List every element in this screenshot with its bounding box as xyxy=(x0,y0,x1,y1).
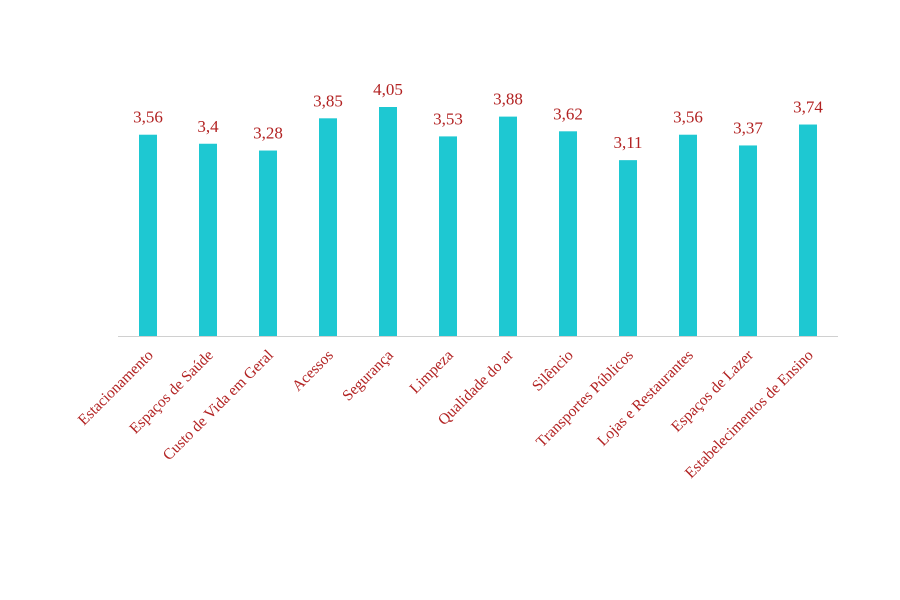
bars-group xyxy=(139,107,817,336)
data-label: 3,85 xyxy=(313,91,343,110)
bar xyxy=(319,118,337,336)
data-label: 3,62 xyxy=(553,104,583,123)
x-tick-label: Estabelecimentos de Ensino xyxy=(682,347,817,482)
data-label: 3,88 xyxy=(493,90,523,109)
x-tick-label: Custo de Vida em Geral xyxy=(160,347,277,464)
data-label: 3,74 xyxy=(793,98,823,117)
bar xyxy=(799,124,817,336)
bar xyxy=(619,160,637,336)
bar xyxy=(199,143,217,336)
x-tick-label: Acessos xyxy=(289,347,337,395)
bar xyxy=(739,145,757,336)
bar xyxy=(499,116,517,336)
value-labels-group: 3,56 3,4 3,28 3,85 4,05 3,53 3,88 3,62 3,11 3,56 3… xyxy=(133,80,823,152)
bar xyxy=(559,131,577,336)
data-label: 3,37 xyxy=(733,118,763,137)
data-label: 4,05 xyxy=(373,80,403,99)
data-label: 3,56 xyxy=(133,108,163,127)
data-label: 3,53 xyxy=(433,109,463,128)
x-tick-label: Silêncio xyxy=(529,347,577,395)
x-tick-label: Limpeza xyxy=(406,347,456,397)
bar xyxy=(139,134,157,336)
data-label: 3,56 xyxy=(673,108,703,127)
data-label: 3,11 xyxy=(613,133,642,152)
x-tick-label: Segurança xyxy=(339,347,397,405)
data-label: 3,28 xyxy=(253,124,283,143)
data-label: 3,4 xyxy=(197,117,219,136)
bar xyxy=(679,134,697,336)
bar xyxy=(259,150,277,336)
bar xyxy=(439,136,457,336)
bar xyxy=(379,107,397,336)
